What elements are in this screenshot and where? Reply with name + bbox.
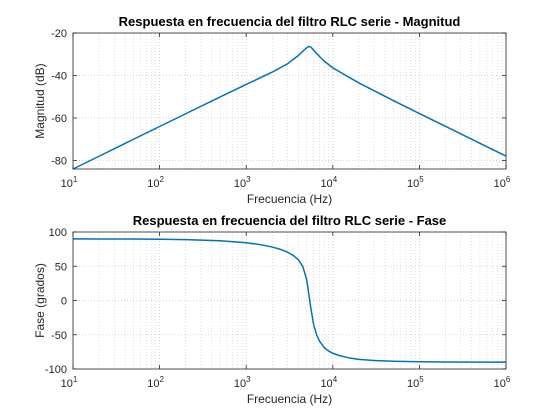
magnitude-xtick-exponent: 6 — [506, 175, 511, 184]
magnitude-response-line — [72, 45, 507, 170]
phase-xtick-exponent: 5 — [419, 375, 424, 384]
magnitude-axes-box — [72, 32, 507, 170]
magnitude-ylabel: Magnitud (dB) — [33, 63, 47, 138]
magnitude-ytick-label: -20 — [51, 28, 67, 40]
phase-response-line — [72, 238, 506, 363]
phase-xlabel: Frecuencia (Hz) — [247, 392, 332, 406]
phase-xtick-label: 105 — [407, 375, 424, 390]
phase-xtick-label: 103 — [234, 375, 251, 390]
phase-xtick-label: 104 — [320, 375, 337, 390]
magnitude-xtick-label: 102 — [147, 175, 164, 190]
phase-ytick-label: 100 — [49, 227, 67, 239]
phase-xtick-label: 101 — [61, 375, 78, 390]
phase-xtick-base: 10 — [234, 378, 246, 390]
magnitude-ytick-label: -40 — [51, 71, 67, 83]
phase-xtick-base: 10 — [147, 378, 159, 390]
magnitude-xtick-base: 10 — [320, 178, 332, 190]
magnitude-xtick-exponent: 1 — [73, 175, 78, 184]
phase-ylabel: Fase (grados) — [33, 263, 47, 338]
phase-xtick-exponent: 2 — [159, 375, 164, 384]
phase-xtick-exponent: 1 — [73, 375, 78, 384]
phase-xtick-base: 10 — [320, 378, 332, 390]
magnitude-title: Respuesta en frecuencia del filtro RLC s… — [119, 14, 461, 29]
magnitude-xtick-base: 10 — [494, 178, 506, 190]
magnitude-xtick-base: 10 — [234, 178, 246, 190]
phase-ytick-label: 0 — [61, 296, 67, 308]
phase-xtick-base: 10 — [407, 378, 419, 390]
magnitude-xtick-exponent: 4 — [333, 175, 338, 184]
magnitude-xtick-label: 104 — [320, 175, 337, 190]
magnitude-xtick-base: 10 — [147, 178, 159, 190]
magnitude-plot-area — [73, 33, 506, 169]
magnitude-xlabel: Frecuencia (Hz) — [247, 192, 332, 206]
magnitude-ytick-label: -80 — [51, 156, 67, 168]
phase-xtick-exponent: 4 — [333, 375, 338, 384]
phase-title: Respuesta en frecuencia del filtro RLC s… — [133, 213, 447, 228]
magnitude-ytick-label: -60 — [51, 113, 67, 125]
phase-subplot: 101 102 103 104 105 106-100-50050100Respuesta… — [33, 213, 511, 406]
phase-xtick-exponent: 6 — [506, 375, 511, 384]
magnitude-xtick-label: 106 — [494, 175, 511, 190]
magnitude-subplot: 101 102 103 104 105 106-80-60-40-20Respuesta … — [33, 14, 511, 206]
phase-ytick-label: 50 — [55, 261, 67, 273]
phase-xtick-base: 10 — [61, 378, 73, 390]
magnitude-xtick-label: 105 — [407, 175, 424, 190]
magnitude-xtick-exponent: 5 — [419, 175, 424, 184]
phase-xtick-base: 10 — [494, 378, 506, 390]
phase-xtick-label: 106 — [494, 375, 511, 390]
phase-xtick-exponent: 3 — [246, 375, 251, 384]
magnitude-xtick-exponent: 3 — [246, 175, 251, 184]
phase-xtick-label: 102 — [147, 375, 164, 390]
magnitude-xtick-base: 10 — [407, 178, 419, 190]
magnitude-xtick-base: 10 — [61, 178, 73, 190]
phase-ytick-label: -50 — [51, 330, 67, 342]
phase-ytick-label: -100 — [45, 364, 67, 376]
magnitude-xtick-label: 103 — [234, 175, 251, 190]
magnitude-xtick-exponent: 2 — [159, 175, 164, 184]
magnitude-xtick-label: 101 — [61, 175, 78, 190]
